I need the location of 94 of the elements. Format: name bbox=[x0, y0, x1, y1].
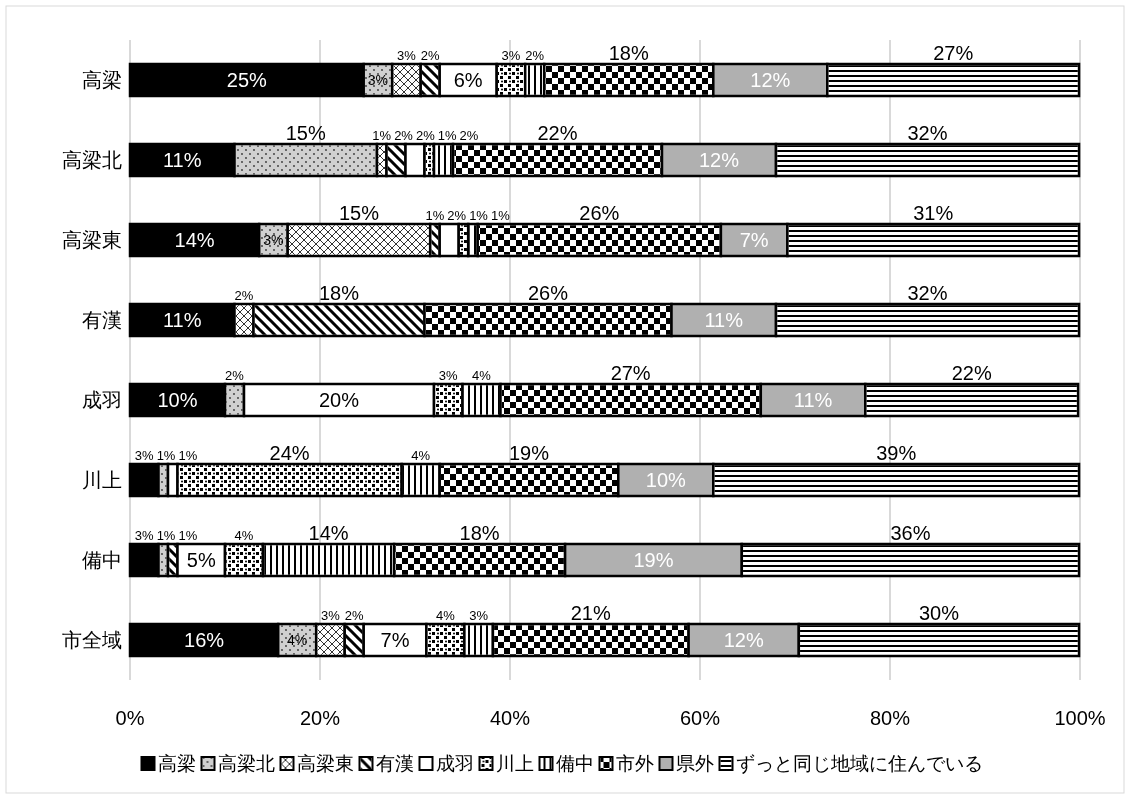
x-tick-label: 60% bbox=[679, 707, 721, 729]
y-tick-label: 備中 bbox=[82, 549, 122, 571]
data-label: 1% bbox=[372, 128, 392, 143]
data-label: 3% bbox=[501, 48, 521, 63]
x-tick-label: 100% bbox=[1054, 707, 1106, 729]
data-label: 21% bbox=[570, 602, 611, 624]
data-label: 3% bbox=[134, 528, 155, 543]
data-label: 2% bbox=[420, 48, 441, 63]
data-label: 2% bbox=[394, 128, 414, 143]
data-label: 26% bbox=[579, 202, 620, 224]
data-label: 27% bbox=[933, 42, 974, 64]
x-tick-label: 80% bbox=[869, 707, 911, 729]
legend-label: 成羽 bbox=[435, 753, 474, 774]
legend-label: ずっと同じ地域に住んでいる bbox=[735, 753, 983, 774]
y-tick-label: 川上 bbox=[82, 469, 122, 491]
data-label: 19% bbox=[508, 442, 550, 464]
data-label: 18% bbox=[318, 282, 360, 304]
data-label: 4% bbox=[436, 608, 456, 623]
data-label: 16% bbox=[184, 629, 225, 651]
data-label: 27% bbox=[610, 362, 651, 384]
legend-label: 高梁北 bbox=[217, 753, 275, 774]
data-label: 32% bbox=[907, 282, 948, 304]
data-label: 11% bbox=[793, 389, 833, 411]
data-label: 3% bbox=[367, 72, 389, 88]
data-label: 5% bbox=[186, 549, 216, 571]
legend-label: 県外 bbox=[675, 753, 714, 774]
data-label: 10% bbox=[157, 389, 198, 411]
data-label: 30% bbox=[918, 602, 960, 624]
data-label: 2% bbox=[234, 288, 254, 303]
data-label: 11% bbox=[704, 309, 744, 331]
legend-label: 有漢 bbox=[375, 753, 414, 774]
data-label: 14% bbox=[308, 522, 349, 544]
data-label: 1% bbox=[156, 448, 176, 463]
data-label: 31% bbox=[913, 202, 954, 224]
data-label: 7% bbox=[739, 229, 769, 251]
data-label: 22% bbox=[951, 362, 992, 384]
data-label: 6% bbox=[453, 69, 483, 91]
data-label: 10% bbox=[645, 469, 687, 491]
data-label: 26% bbox=[527, 282, 569, 304]
data-label: 1% bbox=[490, 208, 511, 223]
legend-label: 高梁東 bbox=[296, 753, 354, 774]
data-label: 1% bbox=[178, 528, 198, 543]
data-label: 3% bbox=[438, 368, 459, 383]
data-label: 2% bbox=[525, 48, 545, 63]
data-label: 4% bbox=[411, 448, 431, 463]
y-tick-label: 市全域 bbox=[62, 629, 122, 651]
data-label: 1% bbox=[437, 128, 457, 143]
data-label: 1% bbox=[156, 528, 176, 543]
data-label: 3% bbox=[397, 48, 417, 63]
data-label: 18% bbox=[459, 522, 500, 544]
data-label: 3% bbox=[469, 608, 489, 623]
data-label: 12% bbox=[698, 149, 740, 171]
data-label: 11% bbox=[162, 309, 202, 331]
data-label: 12% bbox=[750, 69, 791, 91]
y-tick-label: 高梁北 bbox=[62, 149, 122, 171]
data-label: 14% bbox=[174, 229, 215, 251]
data-label: 36% bbox=[890, 522, 931, 544]
data-label: 3% bbox=[321, 608, 341, 623]
data-label: 22% bbox=[537, 122, 578, 144]
data-label: 7% bbox=[380, 629, 410, 651]
x-tick-label: 40% bbox=[489, 707, 531, 729]
data-label: 2% bbox=[447, 208, 467, 223]
data-label: 20% bbox=[318, 389, 360, 411]
data-label: 19% bbox=[633, 549, 674, 571]
data-label: 4% bbox=[234, 528, 254, 543]
data-label: 1% bbox=[425, 208, 445, 223]
data-label: 39% bbox=[876, 442, 917, 464]
data-label: 2% bbox=[459, 128, 479, 143]
data-label: 2% bbox=[344, 608, 365, 623]
data-label: 1% bbox=[469, 208, 489, 223]
data-label: 32% bbox=[907, 122, 948, 144]
y-tick-label: 有漢 bbox=[82, 309, 122, 331]
legend-label: 備中 bbox=[555, 753, 594, 774]
data-label: 1% bbox=[178, 448, 198, 463]
y-tick-label: 高梁東 bbox=[62, 229, 122, 251]
data-label: 3% bbox=[134, 448, 155, 463]
data-label: 18% bbox=[608, 42, 649, 64]
data-label: 25% bbox=[226, 69, 268, 91]
x-tick-label: 0% bbox=[115, 707, 145, 729]
data-label: 15% bbox=[338, 202, 380, 224]
legend-label: 高梁 bbox=[157, 753, 196, 774]
data-label: 2% bbox=[225, 368, 245, 383]
legend-label: 市外 bbox=[615, 753, 654, 774]
data-label: 15% bbox=[285, 122, 326, 144]
data-label: 24% bbox=[269, 442, 310, 464]
legend-label: 川上 bbox=[495, 753, 534, 774]
data-label: 2% bbox=[415, 128, 436, 143]
y-tick-label: 成羽 bbox=[82, 389, 122, 411]
x-tick-label: 20% bbox=[299, 707, 341, 729]
data-label: 11% bbox=[162, 149, 202, 171]
data-label: 4% bbox=[287, 632, 308, 648]
data-label: 4% bbox=[472, 368, 492, 383]
data-label: 12% bbox=[723, 629, 764, 651]
y-tick-label: 高梁 bbox=[82, 69, 122, 91]
